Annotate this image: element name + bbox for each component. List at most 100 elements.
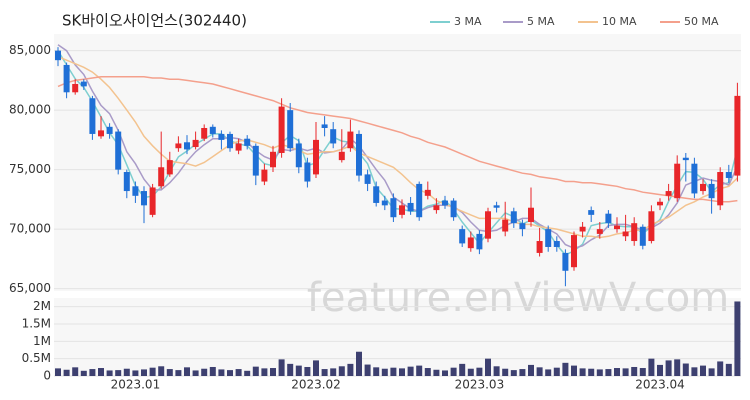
watermark: feature.enViewV.com xyxy=(307,275,729,321)
volume-bar xyxy=(106,370,113,376)
volume-bar xyxy=(132,370,139,376)
y-tick-label: 65,000 xyxy=(9,281,51,295)
volume-bar xyxy=(304,366,311,376)
y-tick-label: 1M xyxy=(33,334,51,348)
volume-bar xyxy=(364,364,371,376)
candle-body xyxy=(450,200,457,218)
volume-bar xyxy=(433,369,440,376)
volume-bar xyxy=(622,368,629,376)
x-tick-label: 2023.03 xyxy=(455,378,505,392)
volume-bar xyxy=(235,369,242,376)
volume-bar xyxy=(639,368,646,376)
volume-bar xyxy=(89,369,96,376)
volume-panel xyxy=(54,298,741,376)
candle-body xyxy=(55,50,61,61)
volume-bar xyxy=(459,363,466,376)
volume-bar xyxy=(450,367,457,376)
candle-body xyxy=(373,186,380,203)
volume-bar xyxy=(166,369,173,376)
volume-bar xyxy=(373,367,380,376)
volume-bar xyxy=(708,368,715,376)
candle-body xyxy=(708,183,715,199)
candle-body xyxy=(493,205,500,208)
legend-label: 3 MA xyxy=(454,15,482,28)
volume-bar xyxy=(665,360,672,376)
candle-body xyxy=(459,229,466,244)
volume-bar xyxy=(407,366,414,376)
candle-body xyxy=(149,187,156,215)
volume-bar xyxy=(596,369,603,376)
candle-body xyxy=(510,211,517,224)
candle-body xyxy=(321,124,328,128)
candle-body xyxy=(347,131,354,149)
candle-body xyxy=(734,95,741,176)
candle-body xyxy=(571,235,577,268)
volume-bar xyxy=(55,368,61,376)
candle-body xyxy=(158,167,165,187)
y-tick-label: 85,000 xyxy=(9,43,51,57)
candle-body xyxy=(605,213,612,224)
candle-body xyxy=(596,229,603,234)
y-tick-label: 0.5M xyxy=(22,351,51,365)
volume-bar xyxy=(579,368,586,376)
candle-body xyxy=(390,198,397,218)
candle-body xyxy=(416,183,423,218)
candle-body xyxy=(201,127,208,139)
candle-body xyxy=(424,189,431,196)
candle-body xyxy=(682,157,689,161)
chart-title: SK바이오사이언스(302440) xyxy=(62,12,247,30)
volume-bar xyxy=(201,368,208,376)
volume-bar xyxy=(700,365,706,376)
volume-bar xyxy=(493,366,500,376)
volume-bar xyxy=(158,366,165,376)
y-tick-label: 80,000 xyxy=(9,103,51,117)
volume-bar xyxy=(682,363,689,376)
candle-body xyxy=(528,207,534,222)
candle-body xyxy=(553,241,560,247)
candle-body xyxy=(364,174,371,184)
volume-bar xyxy=(510,370,517,376)
volume-bar xyxy=(338,366,345,376)
candle-body xyxy=(485,211,491,239)
candle-body xyxy=(244,138,251,146)
candle-body xyxy=(536,241,543,253)
candle-body xyxy=(313,139,319,175)
x-tick-label: 2023.04 xyxy=(635,378,685,392)
candle-body xyxy=(356,133,362,176)
volume-bar xyxy=(141,369,147,376)
x-tick-label: 2023.02 xyxy=(291,378,341,392)
candle-body xyxy=(235,143,242,151)
ma-line xyxy=(57,76,738,203)
candle-body xyxy=(519,223,526,230)
volume-bar xyxy=(390,367,397,376)
volume-bar xyxy=(123,368,130,376)
volume-bar xyxy=(63,369,70,376)
volume-bar xyxy=(562,362,569,376)
candle-body xyxy=(141,191,147,206)
volume-bar xyxy=(519,369,526,376)
candle-body xyxy=(657,201,663,206)
volume-bar xyxy=(98,368,104,376)
candle-body xyxy=(278,106,285,153)
candle-body xyxy=(80,81,87,87)
volume-bar xyxy=(545,369,552,376)
candle-body xyxy=(218,133,225,140)
volume-bar xyxy=(227,370,233,376)
volume-bar xyxy=(485,358,491,376)
legend-label: 5 MA xyxy=(527,15,555,28)
candle-body xyxy=(399,205,405,215)
candle-body xyxy=(579,226,586,232)
candle-body xyxy=(115,131,122,170)
volume-bar xyxy=(588,368,595,376)
volume-bar xyxy=(115,370,122,376)
candle-body xyxy=(261,169,268,182)
candle-body xyxy=(192,139,199,148)
volume-bar xyxy=(571,365,577,376)
volume-bar xyxy=(553,367,560,376)
candle-body xyxy=(166,160,173,175)
y-tick-label: 75,000 xyxy=(9,162,51,176)
candle-body xyxy=(614,225,620,230)
volume-bar xyxy=(149,367,156,376)
candle-body xyxy=(545,229,552,247)
